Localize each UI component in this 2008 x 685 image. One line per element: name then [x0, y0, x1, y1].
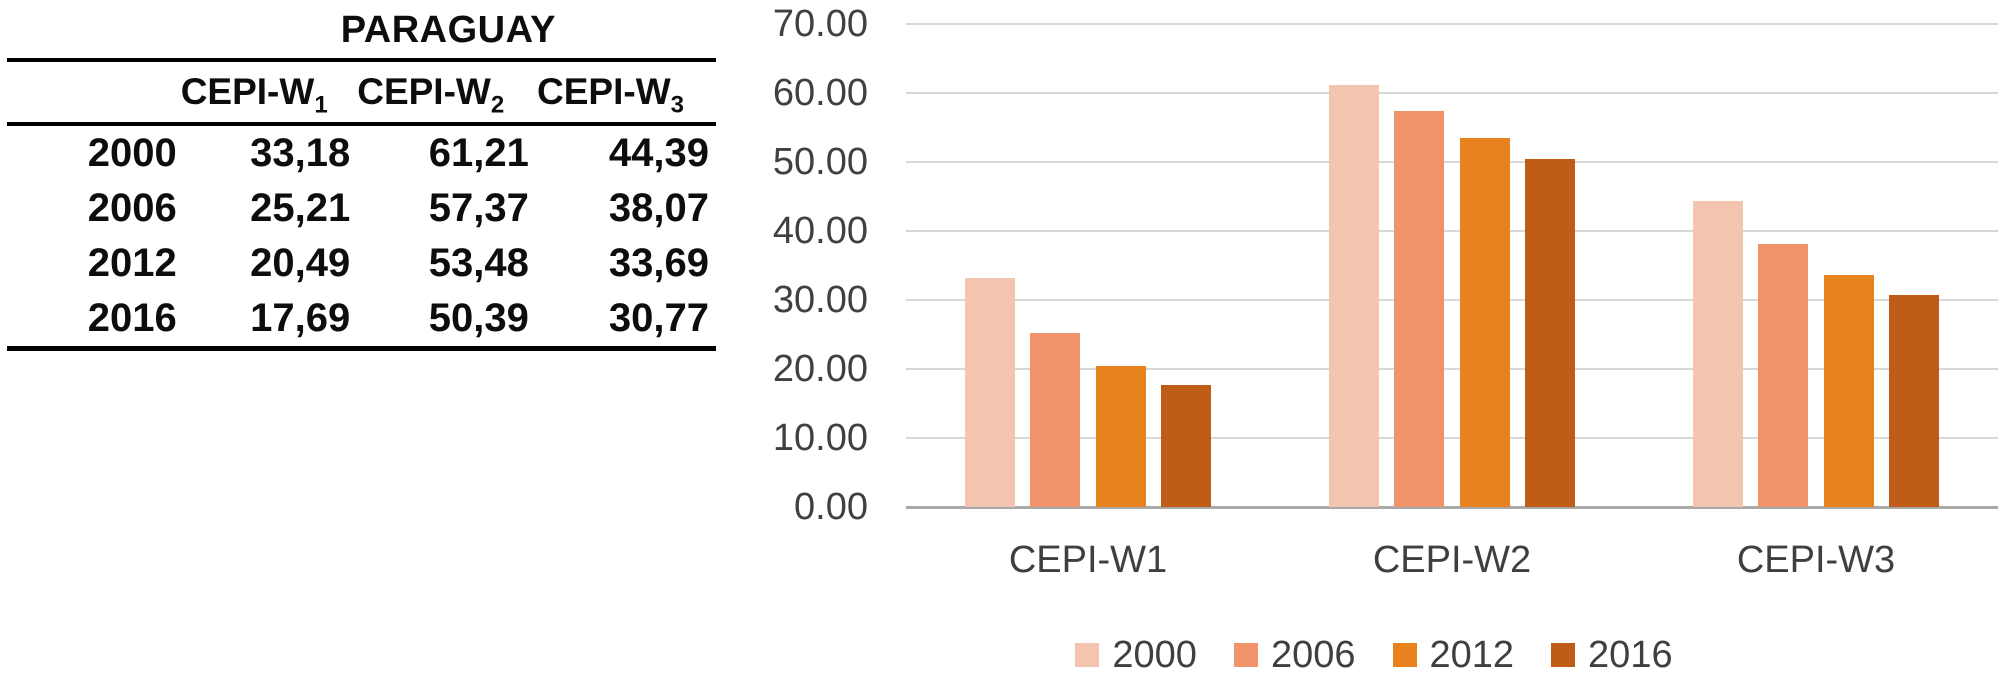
table-row: 2012 20,49 53,48 33,69: [7, 236, 716, 291]
y-axis-tick-label: 60.00: [772, 72, 868, 114]
cell-w3: 44,39: [608, 131, 709, 175]
cell-w3: 33,69: [608, 241, 709, 285]
gridline: [906, 92, 1998, 94]
y-axis-tick-label: 50.00: [772, 141, 868, 183]
cell-w2: 57,37: [428, 186, 529, 230]
legend-item-2006: 2006: [1233, 634, 1356, 676]
legend-swatch-2016: [1551, 643, 1576, 667]
gridline: [906, 230, 1998, 232]
paraguay-table-panel: PARAGUAY CEPI-W1 CEPI-W2 CEPI-W3 2000 33…: [7, 8, 716, 351]
table-row: 2006 25,21 57,37 38,07: [7, 181, 716, 236]
legend-item-2012: 2012: [1392, 634, 1515, 676]
bar-cepi-w2-2000: [1328, 84, 1379, 507]
bar-cepi-w3-2006: [1758, 244, 1809, 507]
chart-legend: 2000 2006 2012 2016: [740, 636, 2008, 674]
header-cepi-w2-text: CEPI-W: [357, 71, 491, 112]
x-axis-category-cepi-w3: CEPI-W3: [1736, 539, 1896, 581]
y-axis-tick-label: 10.00: [772, 417, 868, 459]
cell-w1: 25,21: [250, 186, 351, 230]
table-title: PARAGUAY: [340, 9, 556, 51]
y-axis-tick-label: 70.00: [772, 3, 868, 45]
header-cepi-w3-text: CEPI-W: [537, 71, 671, 112]
header-cepi-w2-sub: 2: [490, 91, 505, 119]
header-cepi-w1-text: CEPI-W: [180, 71, 315, 112]
gridline: [906, 437, 1998, 439]
header-cepi-w3: CEPI-W3: [536, 60, 716, 124]
legend-item-2016: 2016: [1551, 636, 1673, 674]
y-axis-tick-label: 0.00: [794, 486, 868, 528]
bar-cepi-w2-2012: [1459, 138, 1510, 507]
table-row: 2016 17,69 50,39 30,77: [7, 291, 716, 349]
header-cepi-w3-sub: 3: [670, 91, 684, 119]
bar-cepi-w3-2016: [1889, 294, 1940, 507]
bar-cepi-w1-2000: [964, 278, 1015, 507]
legend-swatch-2012: [1392, 643, 1417, 667]
header-cepi-w1: CEPI-W1: [181, 60, 358, 124]
bar-cepi-w1-2006: [1030, 333, 1081, 507]
x-axis-category-cepi-w1: CEPI-W1: [1008, 539, 1168, 581]
legend-label-2012: 2012: [1429, 634, 1515, 676]
cell-w2: 53,48: [428, 241, 529, 285]
y-axis-tick-label: 30.00: [772, 279, 868, 321]
bar-cepi-w1-2016: [1161, 384, 1212, 507]
gridline: [906, 23, 1998, 25]
cell-w1: 17,69: [250, 296, 351, 340]
bar-cepi-w3-2000: [1692, 200, 1743, 507]
legend-swatch-2000: [1075, 643, 1100, 667]
row-year: 2006: [87, 186, 177, 230]
legend-label-2006: 2006: [1270, 634, 1356, 676]
legend-swatch-2006: [1233, 643, 1258, 667]
header-cepi-w1-sub: 1: [314, 91, 328, 119]
table-header-row: CEPI-W1 CEPI-W2 CEPI-W3: [7, 60, 716, 124]
cell-w3: 30,77: [608, 296, 709, 340]
table-row: 2000 33,18 61,21 44,39: [7, 124, 716, 181]
cell-w1: 33,18: [250, 131, 351, 175]
bar-cepi-w1-2012: [1095, 365, 1146, 507]
legend-label-2000: 2000: [1112, 634, 1197, 676]
bar-cepi-w2-2006: [1394, 111, 1445, 507]
row-year: 2016: [87, 296, 177, 340]
x-axis-line: [906, 506, 1998, 509]
cell-w2: 50,39: [428, 296, 529, 340]
cell-w3: 38,07: [608, 186, 709, 230]
cell-w2: 61,21: [428, 131, 529, 175]
header-cepi-w2: CEPI-W2: [357, 60, 536, 124]
gridline: [906, 299, 1998, 301]
gridline: [906, 368, 1998, 370]
x-axis-category-cepi-w2: CEPI-W2: [1372, 539, 1532, 581]
y-axis-tick-label: 40.00: [772, 210, 868, 252]
bar-cepi-w2-2016: [1525, 159, 1576, 507]
row-year: 2000: [87, 131, 177, 175]
gridline: [906, 161, 1998, 163]
legend-label-2016: 2016: [1588, 634, 1673, 676]
bar-cepi-w3-2012: [1823, 274, 1874, 507]
cell-w1: 20,49: [250, 241, 351, 285]
y-axis-tick-label: 20.00: [772, 348, 868, 390]
row-year: 2012: [87, 241, 177, 285]
legend-item-2000: 2000: [1075, 636, 1197, 674]
paraguay-table: CEPI-W1 CEPI-W2 CEPI-W3 2000 33,18 61,21…: [7, 58, 716, 351]
